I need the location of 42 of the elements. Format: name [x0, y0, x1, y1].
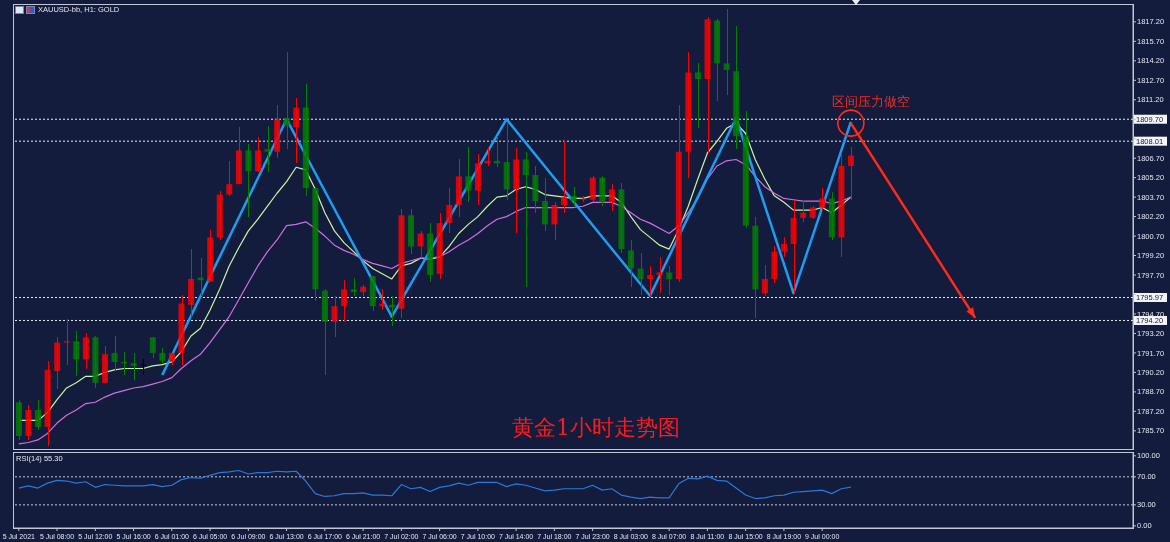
candlestick — [341, 279, 348, 323]
candlestick — [522, 150, 529, 288]
candlestick — [63, 318, 70, 366]
candlestick — [561, 140, 568, 214]
candlestick — [293, 97, 300, 165]
candlestick — [800, 198, 807, 223]
candlestick — [589, 175, 596, 204]
candlestick — [73, 330, 80, 378]
candlestick — [628, 239, 635, 288]
candlestick — [723, 8, 730, 96]
candlestick — [82, 332, 89, 370]
candlestick — [570, 186, 577, 207]
candlestick — [130, 352, 137, 381]
annotation: 区间压力做空 — [831, 94, 910, 110]
candlestick — [847, 145, 854, 201]
candlestick — [264, 124, 271, 174]
candlestick — [255, 136, 262, 174]
candlestick — [283, 50, 290, 150]
candlestick — [551, 201, 558, 241]
candlestick — [111, 335, 118, 372]
candlestick — [666, 265, 673, 296]
candlestick — [761, 263, 768, 297]
candlestick — [465, 145, 472, 204]
candlestick — [417, 230, 424, 259]
candlestick — [694, 62, 701, 130]
line-series — [18, 158, 852, 445]
candlestick — [350, 276, 357, 297]
candlestick — [781, 236, 788, 258]
line-series — [18, 469, 852, 500]
candlestick — [656, 256, 663, 294]
candlestick — [819, 187, 826, 211]
candlestick — [226, 160, 233, 197]
candlestick — [541, 176, 548, 232]
candlestick — [35, 398, 42, 431]
candlestick — [149, 336, 156, 359]
text: 黄金1小时走势图 — [511, 415, 680, 441]
candlestick — [446, 187, 453, 235]
candlestick — [331, 295, 338, 339]
candlestick — [245, 143, 252, 218]
candlestick — [637, 252, 644, 296]
candlestick — [608, 183, 615, 213]
candlestick — [647, 265, 654, 297]
